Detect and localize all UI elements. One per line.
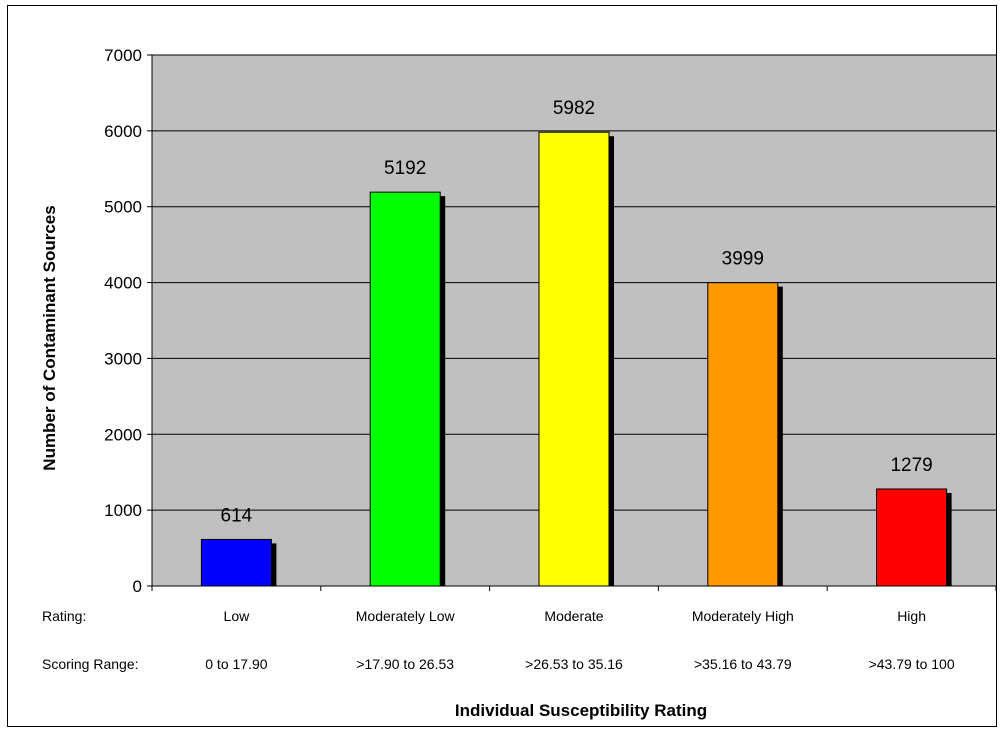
bar-2 xyxy=(538,131,610,587)
category-label-2: Moderate xyxy=(544,608,604,624)
scoring-range-label-1: >17.90 to 26.53 xyxy=(356,656,455,672)
y-tick-label-1000: 1000 xyxy=(104,501,142,520)
y-tick-label-6000: 6000 xyxy=(104,122,142,141)
scoring-range-label-4: >43.79 to 100 xyxy=(868,656,955,672)
y-tick-label-5000: 5000 xyxy=(104,198,142,217)
bar-4 xyxy=(876,488,948,587)
chart-frame: 0 1000 2000 3000 4000 5000 6000 7000 614 5192 5982… xyxy=(7,5,997,727)
scoring-range-label-0: 0 to 17.90 xyxy=(205,656,268,672)
y-tick-label-7000: 7000 xyxy=(104,46,142,65)
category-label-3: Moderately High xyxy=(691,608,794,624)
category-label-4: High xyxy=(897,608,926,624)
scoring-range-row-label: Scoring Range: xyxy=(42,656,139,672)
category-label-1: Moderately Low xyxy=(355,608,455,624)
y-tick-label-3000: 3000 xyxy=(104,349,142,368)
bar-chart: 0 1000 2000 3000 4000 5000 6000 7000 614 5192 5982… xyxy=(104,46,996,596)
data-label-0: 614 xyxy=(221,505,253,526)
bar-3 xyxy=(707,282,779,587)
bar-0 xyxy=(200,538,272,587)
y-tick-label-2000: 2000 xyxy=(104,425,142,444)
scoring-range-label-3: >35.16 to 43.79 xyxy=(693,656,792,672)
y-tick-label-0: 0 xyxy=(133,577,142,596)
y-tick-label-4000: 4000 xyxy=(104,274,142,293)
data-label-3: 3999 xyxy=(722,249,764,270)
x-axis-label: Individual Susceptibility Rating xyxy=(454,701,708,720)
data-label-4: 1279 xyxy=(890,455,932,476)
scoring-range-label-2: >26.53 to 35.16 xyxy=(525,656,623,672)
data-label-1: 5192 xyxy=(384,158,426,179)
bar-1 xyxy=(369,191,441,587)
data-label-2: 5982 xyxy=(553,98,595,119)
rating-row-label: Rating: xyxy=(42,608,87,624)
y-axis-label: Number of Contaminant Sources xyxy=(40,205,59,471)
category-label-0: Low xyxy=(223,608,250,624)
